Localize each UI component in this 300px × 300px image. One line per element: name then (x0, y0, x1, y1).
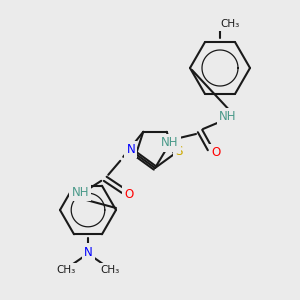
Text: NH: NH (71, 186, 89, 199)
Text: NH: NH (219, 110, 237, 124)
Text: N: N (84, 245, 92, 259)
Text: CH₃: CH₃ (220, 19, 240, 29)
Text: N: N (127, 143, 135, 156)
Text: S: S (175, 145, 183, 158)
Text: O: O (124, 188, 134, 201)
Text: CH₃: CH₃ (100, 265, 120, 275)
Text: O: O (212, 146, 220, 160)
Text: CH₃: CH₃ (56, 265, 76, 275)
Text: NH: NH (161, 136, 179, 149)
